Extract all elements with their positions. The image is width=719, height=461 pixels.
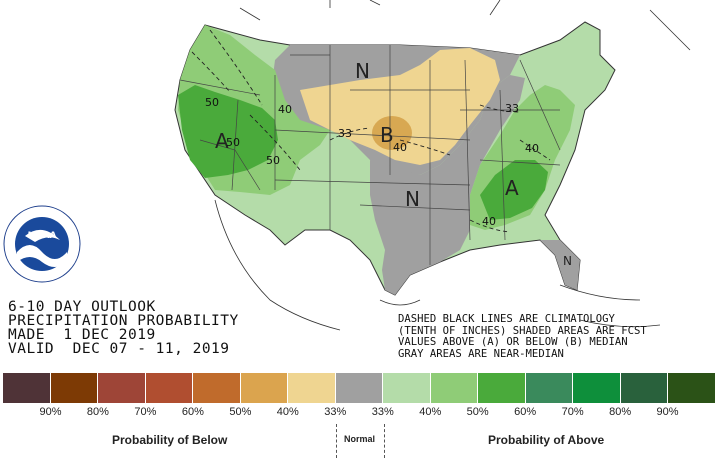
legend-swatch <box>620 373 669 403</box>
legend-percent-label: 70% <box>561 406 584 418</box>
us-region-normal-florida <box>540 240 580 290</box>
legend-percent-label: 33% <box>324 406 347 418</box>
legend-swatch <box>98 373 146 403</box>
contour-label: 33 <box>505 102 519 115</box>
contour-label: 40 <box>393 141 407 154</box>
label-n-south: N <box>405 187 420 211</box>
wave-icon <box>17 245 67 267</box>
legend-swatch <box>525 373 574 403</box>
contour-label: 50 <box>226 136 240 149</box>
state-boundaries <box>179 45 561 265</box>
legend-divider-right <box>384 424 385 458</box>
legend-percent-label: 33% <box>371 406 394 418</box>
note-line-2: (TENTH OF INCHES) SHADED AREAS ARE FCST <box>398 324 647 337</box>
legend-percent-label: 60% <box>514 406 537 418</box>
title-line-1: 6-10 DAY OUTLOOK <box>8 299 156 315</box>
legend-above-title: Probability of Above <box>488 433 605 447</box>
coastline-caribbean <box>559 284 661 328</box>
title-line-4: VALID DEC 07 - 11, 2019 <box>8 341 230 357</box>
note-line-3: VALUES ABOVE (A) OR BELOW (B) MEDIAN <box>398 336 628 349</box>
legend-percent-label: 40% <box>276 406 299 418</box>
precipitation-map: N B A N A N 50 40 50 50 33 40 33 40 40 N… <box>3 0 691 331</box>
legend-swatch <box>668 373 715 403</box>
title-line-2: PRECIPITATION PROBABILITY <box>8 313 239 329</box>
note-line-1: DASHED BLACK LINES ARE CLIMATOLOGY <box>398 313 615 325</box>
legend-normal-title: Normal <box>344 434 376 444</box>
contour-label: 50 <box>205 96 219 109</box>
legend-percent-label: 80% <box>86 406 109 418</box>
legend-percent-label: 70% <box>134 406 157 418</box>
legend-percent-label: 50% <box>466 406 489 418</box>
noaa-logo-text: NOAA <box>28 231 57 241</box>
legend-divider-left <box>336 424 337 458</box>
legend-percent-label: 80% <box>609 406 632 418</box>
us-region-below40 <box>372 116 412 150</box>
legend-swatch <box>3 373 51 403</box>
legend-percent-label: 90% <box>656 406 679 418</box>
us-region-below33 <box>300 48 500 165</box>
noaa-logo: NOAA <box>3 205 81 283</box>
us-region-above50-west <box>178 85 278 178</box>
legend-swatch <box>240 373 289 403</box>
legend-percent-label: 40% <box>419 406 442 418</box>
legend-color-bar <box>3 373 715 403</box>
coastline-mexico <box>214 199 421 331</box>
label-n-florida: N <box>563 254 572 268</box>
contour-label: 50 <box>266 154 280 167</box>
noaa-logo-inner <box>15 217 69 271</box>
us-region-normal-south <box>370 75 525 295</box>
legend-swatch <box>335 373 384 403</box>
note-line-4: GRAY AREAS ARE NEAR-MEDIAN <box>398 347 564 360</box>
legend-percent-label: 60% <box>181 406 204 418</box>
legend-labels: 90% 80% 70% 60% 50% 40% 33% 33% 40% 50% 60% 70% 80% 9… <box>3 406 715 418</box>
label-a-west: A <box>215 129 229 153</box>
legend-percent-label: 90% <box>39 406 62 418</box>
climatology-note: DASHED BLACK LINES ARE CLIMATOLOGY (TENTH… <box>398 313 647 360</box>
contour-label: 33 <box>338 127 352 140</box>
legend-swatch <box>50 373 99 403</box>
contour-label: 40 <box>525 142 539 155</box>
title-line-3: MADE 1 DEC 2019 <box>8 327 156 343</box>
legend-swatch <box>430 373 479 403</box>
legend-swatch <box>145 373 194 403</box>
canada-lines <box>239 0 691 51</box>
bird-icon <box>25 229 60 242</box>
label-b-midwest: B <box>380 123 394 147</box>
legend-below-title: Probability of Below <box>112 433 228 447</box>
legend-swatch <box>478 373 526 403</box>
contour-label: 40 <box>482 215 496 228</box>
us-region-above50-east <box>480 160 548 220</box>
label-n-north: N <box>355 59 370 83</box>
outlook-title: 6-10 DAY OUTLOOK PRECIPITATION PROBABILIT… <box>8 299 239 357</box>
legend-swatch <box>573 373 621 403</box>
legend-swatch <box>383 373 431 403</box>
climatology-lines <box>191 29 551 233</box>
legend-percent-label: 50% <box>229 406 252 418</box>
label-a-east: A <box>505 176 519 200</box>
legend-swatch <box>288 373 336 403</box>
legend-swatch <box>193 373 241 403</box>
contour-label: 40 <box>278 103 292 116</box>
